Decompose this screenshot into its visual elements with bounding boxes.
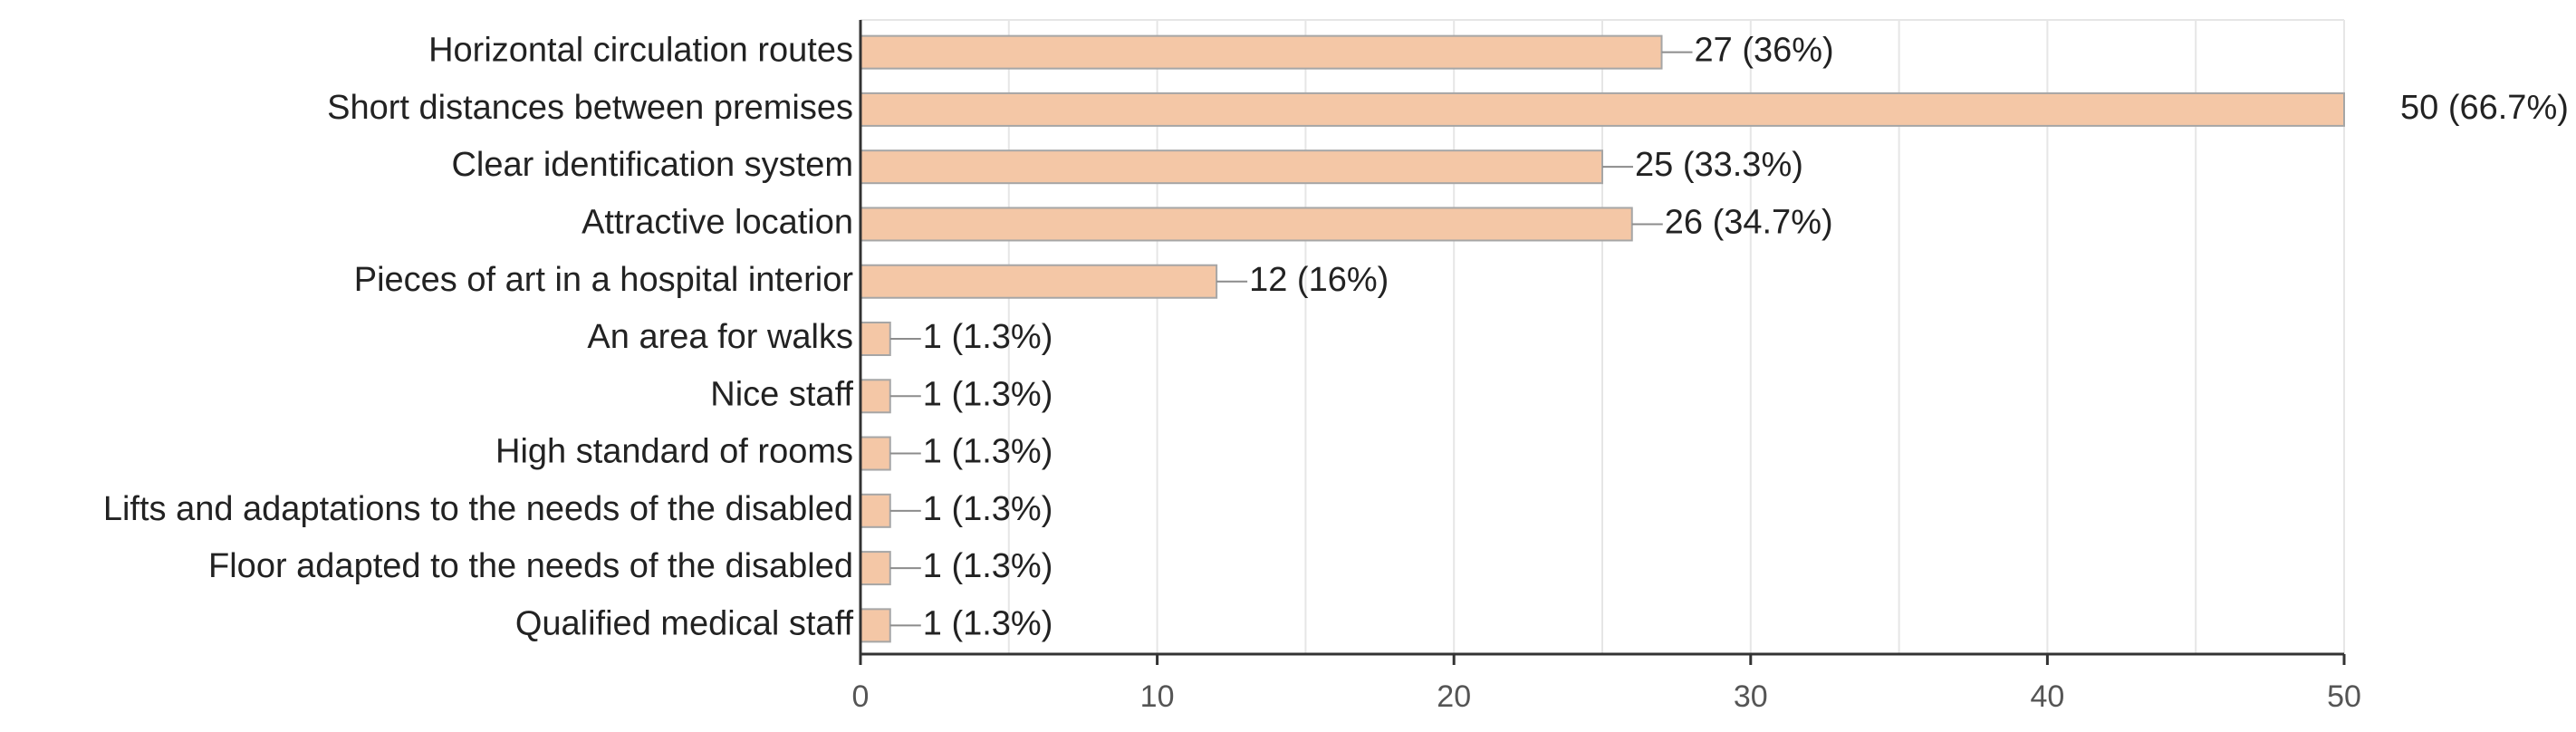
data-label: 25 (33.3%) <box>1635 146 1803 184</box>
category-label: Floor adapted to the needs of the disabl… <box>208 547 853 585</box>
data-label: 1 (1.3%) <box>923 318 1053 356</box>
bar <box>860 322 891 356</box>
data-label: 27 (36%) <box>1695 32 1834 70</box>
bar <box>860 149 1603 185</box>
data-label: 26 (34.7%) <box>1665 203 1833 241</box>
category-label: An area for walks <box>587 318 853 356</box>
data-label: 1 (1.3%) <box>923 433 1053 471</box>
x-tick-label: 30 <box>1734 679 1768 714</box>
data-label: 1 (1.3%) <box>923 547 1053 585</box>
bar <box>860 551 891 586</box>
x-tick-label: 50 <box>2327 679 2361 714</box>
data-label: 1 (1.3%) <box>923 375 1053 413</box>
bar <box>860 92 2345 127</box>
data-label: 50 (66.7%) <box>2400 89 2569 127</box>
bar <box>860 493 891 528</box>
category-label: Nice staff <box>710 375 853 413</box>
bar <box>860 34 1663 70</box>
category-label: Horizontal circulation routes <box>428 32 853 70</box>
labels: Horizontal circulation routes 27 (36%) Sho… <box>103 32 2569 714</box>
axes <box>859 20 2346 665</box>
x-tick-label: 10 <box>1140 679 1175 714</box>
bar <box>860 379 891 414</box>
bar <box>860 264 1218 299</box>
data-label: 1 (1.3%) <box>923 604 1053 642</box>
category-label: Short distances between premises <box>327 89 853 127</box>
bar <box>860 608 891 643</box>
category-label: Attractive location <box>582 203 853 241</box>
data-label: 1 (1.3%) <box>923 490 1053 528</box>
category-label: High standard of rooms <box>495 433 853 471</box>
category-label: Qualified medical staff <box>515 604 854 642</box>
bar <box>860 207 1633 242</box>
category-label: Clear identification system <box>451 146 853 184</box>
category-label: Pieces of art in a hospital interior <box>354 261 854 299</box>
x-tick-label: 40 <box>2030 679 2064 714</box>
category-label: Lifts and adaptations to the needs of th… <box>103 490 853 528</box>
data-label: 12 (16%) <box>1249 261 1389 299</box>
bar <box>860 436 891 471</box>
x-tick-label: 20 <box>1437 679 1471 714</box>
x-tick-label: 0 <box>852 679 870 714</box>
